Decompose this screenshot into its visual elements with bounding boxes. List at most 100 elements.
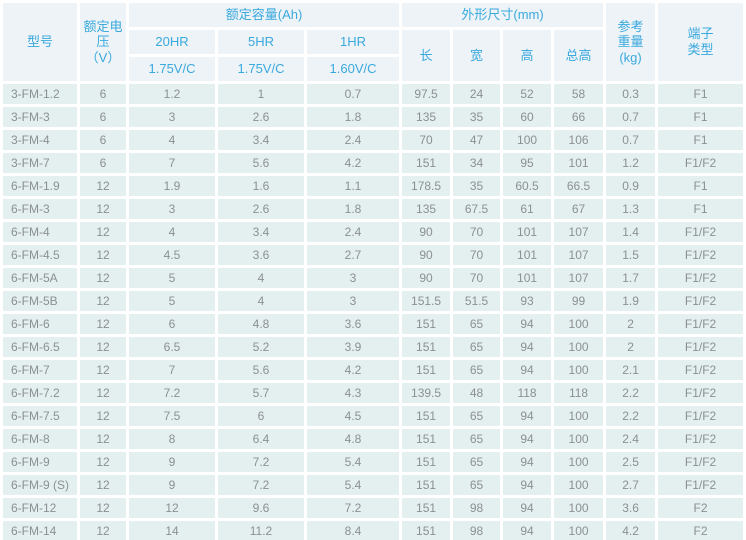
cell-capacity-1hr: 3.9 (307, 337, 400, 357)
cell-weight: 0.3 (606, 84, 656, 104)
cell-voltage: 12 (80, 314, 126, 334)
cell-weight: 2 (606, 337, 656, 357)
cell-voltage: 12 (80, 176, 126, 196)
cell-capacity-5hr: 9.6 (218, 498, 304, 518)
cell-width: 35 (453, 176, 501, 196)
cell-width: 65 (453, 337, 501, 357)
header-terminal: 端子 类型 (658, 3, 744, 81)
table-row: 3-FM-1.2 6 1.2 1 0.7 97.5 24 52 58 0.3 F1 (3, 84, 744, 104)
cell-total-height: 100 (554, 337, 604, 357)
cell-model: 6-FM-3 (3, 199, 77, 219)
cell-length: 151.5 (402, 291, 451, 311)
cell-terminal: F1/F2 (658, 452, 744, 472)
cell-length: 151 (402, 314, 451, 334)
cell-capacity-1hr: 4.2 (307, 360, 400, 380)
cell-model: 6-FM-6 (3, 314, 77, 334)
table-row: 6-FM-6 12 6 4.8 3.6 151 65 94 100 2 F1/F2 (3, 314, 744, 334)
cell-terminal: F1/F2 (658, 222, 744, 242)
cell-voltage: 6 (80, 107, 126, 127)
cell-weight: 2.4 (606, 429, 656, 449)
header-model: 型号 (3, 3, 77, 81)
cell-width: 65 (453, 452, 501, 472)
cell-model: 6-FM-4 (3, 222, 77, 242)
cell-total-height: 101 (554, 153, 604, 173)
header-length: 长 (402, 30, 451, 81)
cell-terminal: F1/F2 (658, 268, 744, 288)
cell-capacity-20hr: 9 (129, 475, 215, 495)
cell-total-height: 100 (554, 429, 604, 449)
cell-terminal: F1 (658, 199, 744, 219)
cell-capacity-1hr: 1.8 (307, 199, 400, 219)
cell-length: 151 (402, 498, 451, 518)
cell-model: 6-FM-14 (3, 521, 77, 540)
cell-voltage: 12 (80, 406, 126, 426)
cell-capacity-20hr: 7.2 (129, 383, 215, 403)
cell-capacity-1hr: 0.7 (307, 84, 400, 104)
cell-capacity-20hr: 7 (129, 360, 215, 380)
cell-length: 97.5 (402, 84, 451, 104)
table-row: 6-FM-9 (S) 12 9 7.2 5.4 151 65 94 100 2.7 F1/F2 (3, 475, 744, 495)
header-capacity-20hr: 20HR (129, 30, 215, 54)
table-row: 6-FM-4.5 12 4.5 3.6 2.7 90 70 101 107 1.5 F1/F2 (3, 245, 744, 265)
cell-length: 139.5 (402, 383, 451, 403)
cell-model: 3-FM-3 (3, 107, 77, 127)
cell-voltage: 12 (80, 245, 126, 265)
cell-length: 90 (402, 245, 451, 265)
cell-width: 70 (453, 222, 501, 242)
cell-model: 6-FM-4.5 (3, 245, 77, 265)
cell-model: 6-FM-7.2 (3, 383, 77, 403)
table-row: 3-FM-7 6 7 5.6 4.2 151 34 95 101 1.2 F1/F2 (3, 153, 744, 173)
cell-capacity-1hr: 5.4 (307, 475, 400, 495)
cell-capacity-1hr: 3.6 (307, 314, 400, 334)
cell-width: 70 (453, 245, 501, 265)
cell-weight: 2.2 (606, 383, 656, 403)
cell-weight: 3.6 (606, 498, 656, 518)
cell-capacity-5hr: 2.6 (218, 107, 304, 127)
cell-width: 65 (453, 360, 501, 380)
cell-total-height: 99 (554, 291, 604, 311)
header-height: 高 (503, 30, 552, 81)
cell-terminal: F1/F2 (658, 360, 744, 380)
cell-total-height: 67 (554, 199, 604, 219)
cell-width: 65 (453, 406, 501, 426)
table-row: 6-FM-6.5 12 6.5 5.2 3.9 151 65 94 100 2 F1/F2 (3, 337, 744, 357)
cell-width: 98 (453, 521, 501, 540)
cell-capacity-1hr: 4.3 (307, 383, 400, 403)
table-row: 6-FM-5A 12 5 4 3 90 70 101 107 1.7 F1/F2 (3, 268, 744, 288)
cell-width: 65 (453, 475, 501, 495)
cell-width: 65 (453, 429, 501, 449)
cell-capacity-5hr: 1.6 (218, 176, 304, 196)
header-dimension-group: 外形尺寸(mm) (402, 3, 604, 27)
table-row: 6-FM-9 12 9 7.2 5.4 151 65 94 100 2.5 F1/F2 (3, 452, 744, 472)
cell-capacity-20hr: 7 (129, 153, 215, 173)
cell-terminal: F1/F2 (658, 383, 744, 403)
cell-weight: 1.9 (606, 291, 656, 311)
cell-capacity-20hr: 1.9 (129, 176, 215, 196)
cell-capacity-5hr: 1 (218, 84, 304, 104)
cell-weight: 2 (606, 314, 656, 334)
cell-width: 70 (453, 268, 501, 288)
cell-width: 98 (453, 498, 501, 518)
cell-terminal: F1/F2 (658, 429, 744, 449)
cell-voltage: 12 (80, 337, 126, 357)
cell-capacity-20hr: 4 (129, 222, 215, 242)
cell-height: 100 (503, 130, 552, 150)
cell-width: 67.5 (453, 199, 501, 219)
cell-capacity-20hr: 9 (129, 452, 215, 472)
cell-total-height: 66.5 (554, 176, 604, 196)
cell-weight: 2.5 (606, 452, 656, 472)
cell-length: 151 (402, 452, 451, 472)
cell-height: 60.5 (503, 176, 552, 196)
cell-model: 6-FM-9 (3, 452, 77, 472)
cell-capacity-20hr: 8 (129, 429, 215, 449)
cell-capacity-5hr: 3.6 (218, 245, 304, 265)
cell-width: 51.5 (453, 291, 501, 311)
cell-height: 94 (503, 406, 552, 426)
cell-total-height: 100 (554, 360, 604, 380)
header-capacity-group: 额定容量(Ah) (129, 3, 400, 27)
cell-total-height: 106 (554, 130, 604, 150)
cell-voltage: 12 (80, 521, 126, 540)
cell-capacity-20hr: 1.2 (129, 84, 215, 104)
cell-model: 3-FM-4 (3, 130, 77, 150)
cell-width: 24 (453, 84, 501, 104)
